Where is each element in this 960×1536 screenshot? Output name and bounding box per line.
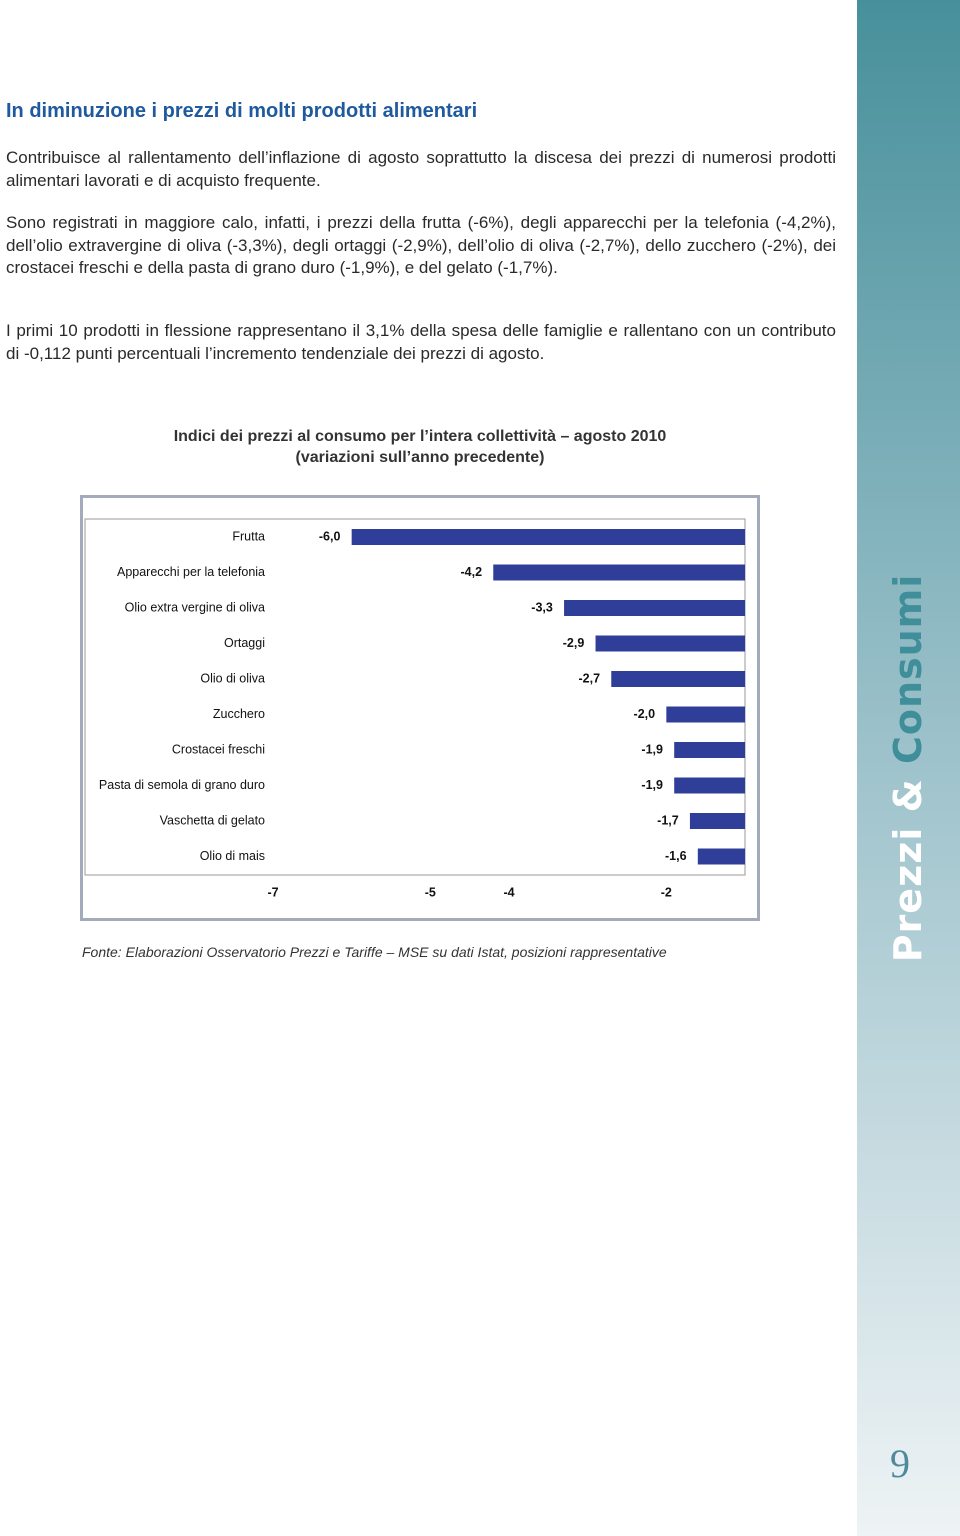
paragraph: Contribuisce al rallentamento dell’infla… <box>6 148 836 190</box>
bar <box>689 813 745 829</box>
x-tick-label: -2 <box>661 885 672 899</box>
chart-frame <box>80 495 760 921</box>
value-label: -1,7 <box>657 813 679 827</box>
bar <box>674 777 745 794</box>
bar <box>666 706 745 723</box>
category-label: Olio di oliva <box>200 671 265 685</box>
chart-subtitle: (variazioni sull’anno precedente) <box>295 449 545 466</box>
sidebar-title-part: Prezzi & <box>886 778 930 963</box>
chart: -7 -5 -4 -2 Frutta -6,0 Apparecchi per la tele… <box>80 495 760 921</box>
value-label: -3,3 <box>531 600 553 614</box>
category-label: Apparecchi per la telefonia <box>117 565 265 579</box>
bar <box>351 529 745 545</box>
heading: In diminuzione i prezzi di molti prodott… <box>6 100 478 122</box>
sidebar-title: Prezzi & Consumi <box>886 574 930 963</box>
bar <box>611 671 745 687</box>
category-label: Zucchero <box>213 707 265 721</box>
category-label: Vaschetta di gelato <box>160 813 265 827</box>
category-label: Ortaggi <box>224 636 265 650</box>
bar <box>595 635 745 652</box>
sidebar <box>857 0 960 1536</box>
value-label: -2,9 <box>563 636 585 650</box>
source-note: Fonte: Elaborazioni Osservatorio Prezzi … <box>82 944 667 960</box>
value-label: -2,0 <box>634 707 656 721</box>
category-label: Olio extra vergine di oliva <box>125 600 265 614</box>
plot-area <box>84 518 746 876</box>
paragraph: I primi 10 prodotti in flessione rappres… <box>6 321 836 363</box>
x-tick-label: -4 <box>503 885 514 899</box>
paragraph: Sono registrati in maggiore calo, infatt… <box>6 213 836 277</box>
x-tick-label: -5 <box>425 885 436 899</box>
category-label: Crostacei freschi <box>172 742 265 756</box>
bar <box>697 848 745 865</box>
sidebar-title-part: Consumi <box>886 573 930 765</box>
value-label: -2,7 <box>578 671 600 685</box>
category-label: Pasta di semola di grano duro <box>99 778 265 792</box>
value-label: -1,9 <box>641 778 663 792</box>
bar <box>564 600 745 616</box>
category-label: Frutta <box>232 529 265 543</box>
category-label: Olio di mais <box>200 849 265 863</box>
bar <box>674 742 745 758</box>
value-label: -1,9 <box>641 742 663 756</box>
value-label: -1,6 <box>665 849 687 863</box>
chart-title: Indici dei prezzi al consumo per l’inter… <box>173 428 667 445</box>
x-tick-label: -7 <box>267 885 278 899</box>
value-label: -6,0 <box>319 529 341 543</box>
page-number: 9 <box>890 1441 910 1486</box>
value-label: -4,2 <box>460 565 482 579</box>
bar <box>493 564 745 581</box>
